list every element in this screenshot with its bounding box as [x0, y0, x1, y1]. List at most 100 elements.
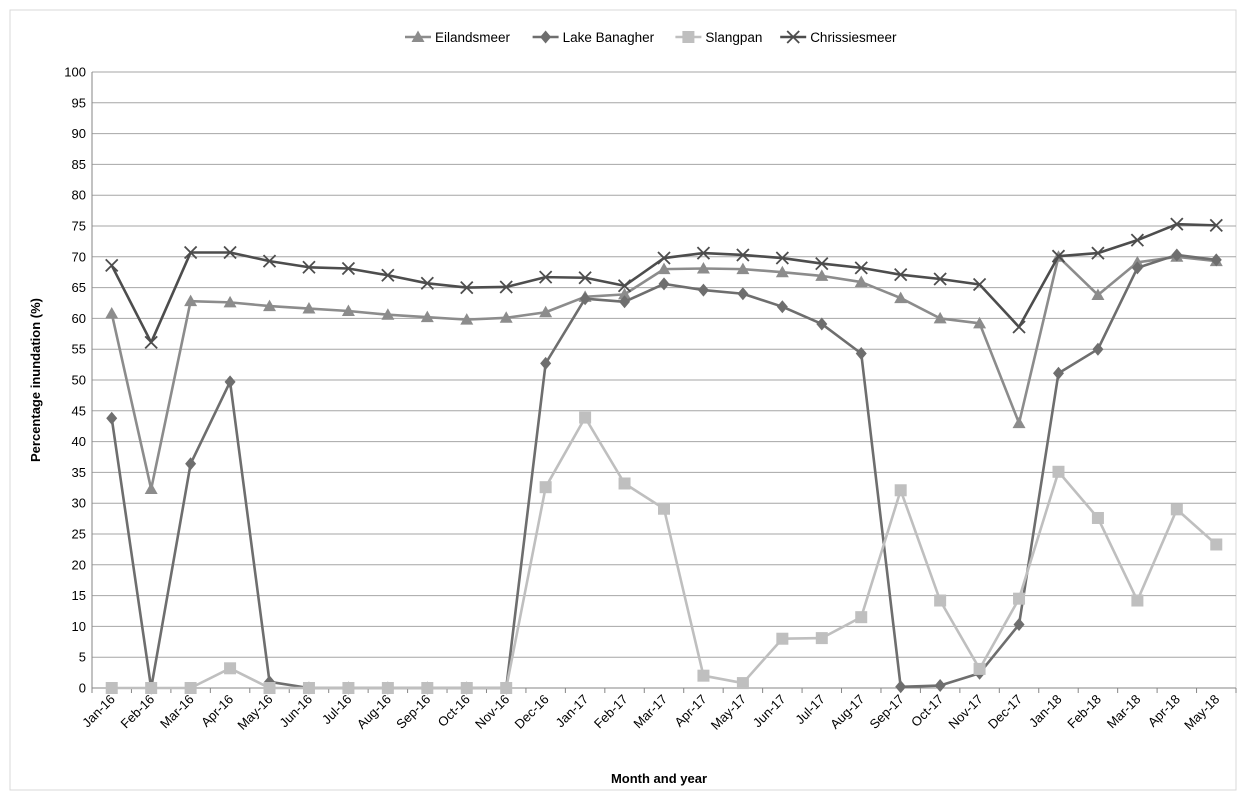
y-tick-label: 5 — [79, 650, 86, 665]
data-point-lake-banagher — [619, 295, 631, 309]
y-tick-label: 80 — [72, 188, 86, 203]
series-group — [105, 217, 1223, 695]
series-eilandsmeer — [105, 250, 1223, 495]
data-point-lake-banagher — [776, 300, 788, 314]
data-point-slangpan — [421, 682, 434, 694]
data-point-eilandsmeer — [854, 275, 868, 288]
data-point-chrissiesmeer — [696, 246, 711, 260]
data-point-slangpan — [302, 682, 315, 694]
y-tick-label: 85 — [72, 157, 86, 172]
data-point-lake-banagher — [1092, 342, 1104, 356]
data-point-slangpan — [815, 632, 828, 645]
data-point-slangpan — [1091, 511, 1104, 524]
data-point-slangpan — [894, 484, 907, 497]
data-point-chrissiesmeer — [539, 270, 553, 284]
cross-stroke — [381, 268, 395, 282]
cross-stroke — [105, 258, 119, 273]
data-point-chrissiesmeer — [815, 256, 829, 271]
data-point-slangpan — [224, 662, 237, 675]
data-point-chrissiesmeer — [1170, 217, 1184, 231]
legend-label: Lake Banagher — [563, 30, 655, 45]
y-tick-label: 95 — [72, 95, 86, 110]
data-point-chrissiesmeer — [933, 272, 947, 286]
data-point-slangpan — [934, 594, 947, 607]
data-point-chrissiesmeer — [1051, 249, 1066, 263]
legend-item-lake-banagher: Lake Banagher — [532, 30, 655, 45]
cross-stroke — [815, 256, 829, 271]
data-point-lake-banagher — [855, 347, 867, 361]
y-tick-label: 55 — [72, 342, 86, 357]
legend-item-slangpan: Slangpan — [675, 30, 762, 45]
cross-stroke — [1012, 320, 1026, 334]
data-point-eilandsmeer — [815, 269, 829, 281]
data-point-chrissiesmeer — [1130, 233, 1145, 247]
data-point-chrissiesmeer — [105, 258, 119, 273]
data-point-chrissiesmeer — [1209, 218, 1223, 233]
cross-stroke — [183, 245, 198, 260]
legend-label: Chrissiesmeer — [810, 30, 897, 45]
cross-stroke — [1051, 249, 1066, 263]
series-chrissiesmeer — [105, 217, 1223, 350]
data-point-lake-banagher — [1171, 248, 1183, 262]
data-point-eilandsmeer — [105, 306, 119, 319]
data-point-lake-banagher — [658, 277, 670, 291]
data-point-chrissiesmeer — [894, 268, 908, 282]
data-point-chrissiesmeer — [223, 245, 237, 260]
data-point-lake-banagher — [697, 283, 709, 297]
y-tick-label: 15 — [72, 588, 86, 603]
cross-stroke — [262, 254, 277, 268]
y-tick-label: 100 — [64, 65, 86, 80]
data-point-chrissiesmeer — [381, 268, 395, 282]
cross-stroke — [539, 270, 553, 284]
cross-stroke — [223, 245, 237, 260]
data-point-eilandsmeer — [973, 316, 987, 329]
cross-stroke — [933, 272, 947, 286]
data-point-slangpan — [1013, 592, 1026, 605]
data-point-chrissiesmeer — [1091, 246, 1105, 260]
data-point-slangpan — [618, 477, 631, 490]
y-tick-label: 70 — [72, 249, 86, 264]
cross-stroke — [786, 30, 800, 44]
data-point-eilandsmeer — [1091, 288, 1105, 300]
y-tick-label: 60 — [72, 311, 86, 326]
data-point-eilandsmeer — [341, 304, 355, 317]
data-point-lake-banagher — [737, 287, 749, 301]
y-tick-label: 50 — [72, 373, 86, 388]
legend-marker — [540, 30, 552, 44]
legend-label: Slangpan — [705, 30, 762, 45]
data-point-lake-banagher — [1013, 618, 1025, 632]
data-point-slangpan — [263, 682, 276, 694]
data-point-slangpan — [776, 632, 789, 645]
series-slangpan — [105, 411, 1223, 694]
data-point-chrissiesmeer — [144, 335, 158, 350]
data-point-eilandsmeer — [696, 262, 710, 274]
data-point-lake-banagher — [224, 375, 236, 389]
data-point-slangpan — [500, 682, 513, 694]
data-point-chrissiesmeer — [499, 280, 513, 294]
data-point-eilandsmeer — [775, 265, 789, 278]
cross-stroke — [341, 261, 356, 276]
y-tick-label: 25 — [72, 527, 86, 542]
data-point-slangpan — [145, 682, 158, 694]
legend-item-chrissiesmeer: Chrissiesmeer — [780, 30, 897, 45]
data-point-eilandsmeer — [539, 305, 553, 318]
data-point-chrissiesmeer — [736, 248, 750, 262]
y-tick-label: 90 — [72, 126, 86, 141]
data-point-chrissiesmeer — [617, 279, 632, 293]
legend-marker — [682, 31, 695, 43]
y-tick-label: 0 — [79, 681, 86, 696]
data-point-slangpan — [1210, 538, 1223, 551]
cross-stroke — [578, 271, 592, 285]
data-point-lake-banagher — [579, 292, 591, 306]
data-point-chrissiesmeer — [972, 277, 987, 292]
data-point-slangpan — [460, 682, 473, 694]
legend-label: Eilandsmeer — [435, 30, 511, 45]
data-point-eilandsmeer — [933, 311, 947, 324]
data-point-eilandsmeer — [223, 295, 237, 308]
y-tick-label: 65 — [72, 280, 86, 295]
data-point-chrissiesmeer — [657, 251, 671, 265]
y-tick-label: 20 — [72, 557, 86, 572]
data-point-slangpan — [381, 682, 394, 694]
